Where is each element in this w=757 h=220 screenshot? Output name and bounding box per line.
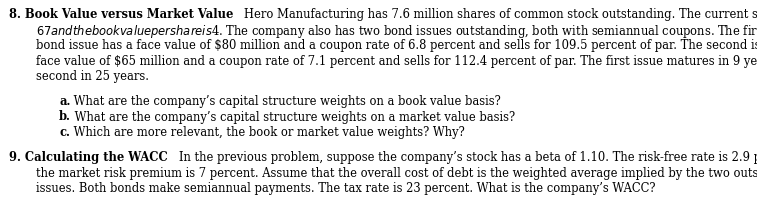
Text: 9. Calculating the WACC: 9. Calculating the WACC — [9, 151, 168, 164]
Text: What are the company’s capital structure weights on a book value basis?: What are the company’s capital structure… — [70, 95, 501, 108]
Text: In the previous problem, suppose the company’s stock has a beta of 1.10. The ris: In the previous problem, suppose the com… — [168, 151, 757, 164]
Text: face value of $65 million and a coupon rate of 7.1 percent and sells for 112.4 p: face value of $65 million and a coupon r… — [36, 55, 757, 68]
Text: bond issue has a face value of $80 million and a coupon rate of 6.8 percent and : bond issue has a face value of $80 milli… — [36, 39, 757, 52]
Text: second in 25 years.: second in 25 years. — [36, 70, 149, 83]
Text: the market risk premium is 7 percent. Assume that the overall cost of debt is th: the market risk premium is 7 percent. As… — [36, 167, 757, 180]
Text: issues. Both bonds make semiannual payments. The tax rate is 23 percent. What is: issues. Both bonds make semiannual payme… — [36, 182, 656, 195]
Text: c.: c. — [59, 126, 70, 139]
Text: What are the company’s capital structure weights on a market value basis?: What are the company’s capital structure… — [71, 110, 515, 123]
Text: b.: b. — [59, 110, 71, 123]
Text: Hero Manufacturing has 7.6 million shares of common stock outstanding. The curre: Hero Manufacturing has 7.6 million share… — [233, 8, 757, 21]
Text: Which are more relevant, the book or market value weights? Why?: Which are more relevant, the book or mar… — [70, 126, 465, 139]
Text: $67 and the book value per share is $4. The company also has two bond issues out: $67 and the book value per share is $4. … — [36, 24, 757, 40]
Text: 8. Book Value versus Market Value: 8. Book Value versus Market Value — [9, 8, 233, 21]
Text: a.: a. — [59, 95, 70, 108]
